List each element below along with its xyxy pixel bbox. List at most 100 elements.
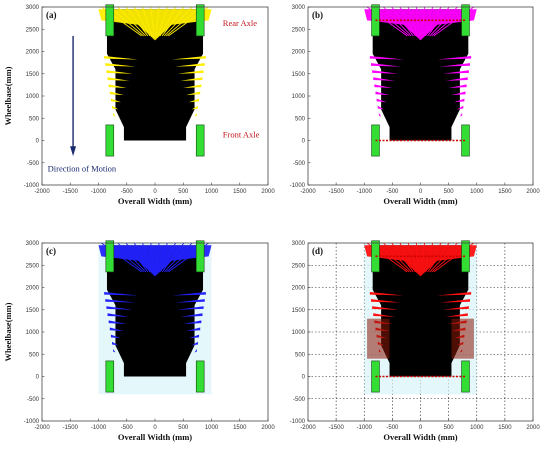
trace-side-fan <box>109 327 124 332</box>
trace-side-fan <box>372 306 398 310</box>
y-tick-label: 3000 <box>292 241 306 247</box>
trace-stroke <box>159 242 176 273</box>
trace-side-fan <box>180 313 203 317</box>
vehicle-body <box>372 9 469 141</box>
x-tick-label: -1000 <box>357 189 373 195</box>
y-tick-label: 3000 <box>26 241 40 247</box>
trace-side-fan <box>108 320 127 324</box>
y-tick-label: -1000 <box>24 419 40 425</box>
trace-side-fan <box>369 291 404 296</box>
y-tick-label: 2000 <box>26 50 40 56</box>
trace-top-band <box>364 245 477 277</box>
x-axis-label: Overall Width (mm) <box>118 432 192 442</box>
y-tick-label: 500 <box>295 352 306 358</box>
panel-tag: (b) <box>312 10 323 20</box>
trace-stroke <box>399 242 416 273</box>
trace-stroke <box>429 242 458 273</box>
x-tick-label: 500 <box>444 189 455 195</box>
trace-side-fan <box>186 327 201 332</box>
y-tick-label: 1500 <box>26 72 40 78</box>
x-axis-label: Overall Width (mm) <box>118 196 192 206</box>
trace-side-fan <box>180 77 203 81</box>
x-tick-label: -2000 <box>34 425 50 431</box>
front-axle-annotation: Front Axle <box>223 129 260 139</box>
trace-side-fan <box>109 91 124 96</box>
trace-stroke <box>374 242 410 273</box>
trace-side-fan <box>454 98 465 103</box>
y-tick-label: -500 <box>27 397 40 403</box>
y-tick-label: 1500 <box>26 308 40 314</box>
x-tick-label: 1000 <box>470 425 484 431</box>
x-tick-label: 1000 <box>470 189 484 195</box>
trace-stroke <box>125 242 149 273</box>
trace-side-fan <box>445 77 468 81</box>
trace-side-fan <box>191 341 198 346</box>
trace-stroke <box>109 6 144 37</box>
trace-stroke <box>163 242 193 273</box>
trace-stroke <box>374 6 410 37</box>
x-axis-label: Overall Width (mm) <box>383 196 457 206</box>
trace-side-fan <box>369 55 404 60</box>
trace-side-fan <box>459 112 463 117</box>
trace-stroke <box>117 242 147 273</box>
x-tick-label: 500 <box>178 189 189 195</box>
rear-axle-annotation: Rear Axle <box>223 18 257 28</box>
trace-stroke <box>133 6 151 37</box>
trace-stroke <box>133 242 151 273</box>
trace-stroke <box>425 6 442 37</box>
trace-side-fan <box>112 105 119 110</box>
trace-stroke <box>427 6 450 37</box>
y-tick-label: -1000 <box>290 419 306 425</box>
panel-2: -2000 -1500 -1000 -500 0 500 1000 1500 2000 -1000… <box>3 240 275 442</box>
panel-0: -2000 -1500 -1000 -500 0 500 1000 1500 2000 -1000… <box>3 4 275 206</box>
trace-stroke <box>166 242 201 273</box>
trace-side-fan <box>443 306 469 310</box>
trace-stroke <box>383 6 412 37</box>
trace-stroke <box>407 6 418 37</box>
trace-side-fan <box>104 55 139 60</box>
x-tick-label: 1000 <box>205 189 219 195</box>
x-tick-label: 1500 <box>498 189 512 195</box>
wheel <box>105 360 115 393</box>
x-tick-label: -500 <box>386 425 399 431</box>
trace-side-fan <box>107 77 130 81</box>
x-tick-label: -2000 <box>34 189 50 195</box>
trace-stroke <box>157 242 168 273</box>
wheel <box>195 360 205 393</box>
trace-stroke <box>142 242 153 273</box>
trace-side-fan <box>183 320 202 324</box>
x-tick-label: 500 <box>178 425 189 431</box>
wheel <box>105 124 115 157</box>
trace-side-fan <box>188 98 200 103</box>
trace-side-fan <box>183 84 202 88</box>
y-tick-label: 2500 <box>26 263 40 269</box>
vehicle-body <box>372 245 469 377</box>
y-tick-label: 1000 <box>292 94 306 100</box>
y-tick-label: 2500 <box>26 27 40 33</box>
trace-side-fan <box>174 299 205 303</box>
x-tick-label: -1500 <box>328 425 344 431</box>
trace-stroke <box>407 242 418 273</box>
x-tick-label: 1000 <box>205 425 219 431</box>
trace-stroke <box>391 6 414 37</box>
trace-stroke <box>155 6 160 36</box>
direction-of-motion-annotation: Direction of Motion <box>48 164 117 174</box>
trace-side-fan <box>373 313 396 317</box>
y-tick-label: 0 <box>302 375 306 381</box>
wheel <box>461 240 470 273</box>
wheel <box>195 240 205 273</box>
trace-stroke <box>159 6 176 37</box>
y-tick-label: 500 <box>29 116 40 122</box>
y-tick-label: -1000 <box>24 183 40 189</box>
wheel <box>195 124 205 157</box>
trace-side-fan <box>376 98 387 103</box>
y-tick-label: 500 <box>295 116 306 122</box>
trace-side-fan <box>448 84 467 88</box>
y-tick-label: 2000 <box>26 286 40 292</box>
trace-side-fan <box>104 291 139 296</box>
trace-side-fan <box>171 55 206 60</box>
y-tick-label: -500 <box>27 161 40 167</box>
panel-tag: (a) <box>46 10 57 20</box>
trace-stroke <box>423 6 434 37</box>
trace-stroke <box>427 242 450 273</box>
